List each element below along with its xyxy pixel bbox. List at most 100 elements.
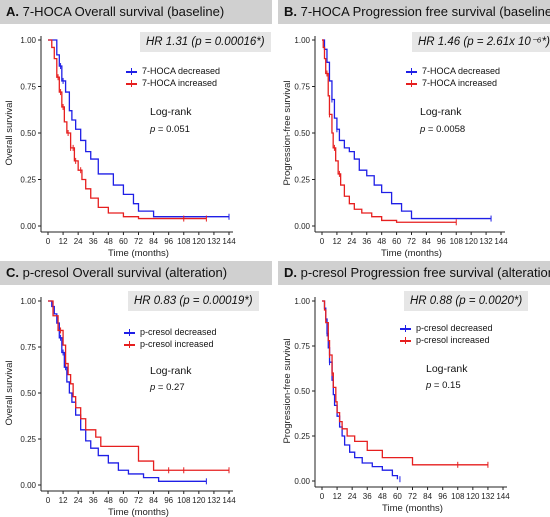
survival-curve-increased (48, 300, 229, 471)
x-tick-label: 120 (192, 237, 206, 246)
x-tick-label: 0 (320, 492, 325, 501)
x-tick-label: 48 (104, 237, 113, 246)
x-tick-label: 96 (164, 237, 173, 246)
x-tick-label: 12 (59, 496, 68, 505)
legend-item: 7-HOCA decreased (126, 66, 220, 78)
x-tick-label: 84 (422, 237, 431, 246)
panel-d-label: D. (284, 265, 297, 280)
x-tick-label: 84 (149, 496, 158, 505)
x-tick-label: 36 (89, 237, 98, 246)
legend-label: p-cresol increased (416, 335, 490, 345)
y-axis-title: Progression-free survival (282, 80, 293, 185)
panel-c-label: C. (6, 265, 19, 280)
legend-swatch-red (126, 80, 137, 87)
x-tick-label: 60 (119, 237, 128, 246)
y-axis-title: Overall survival (4, 361, 15, 426)
y-tick-label: 0.00 (20, 481, 36, 490)
y-tick-label: 0.75 (20, 83, 36, 92)
panel-c-hazard-ratio: HR 0.83 (p = 0.00019*) (128, 291, 259, 311)
x-tick-label: 108 (451, 492, 465, 501)
y-tick-label: 0.25 (294, 432, 310, 441)
y-tick-label: 1.00 (20, 36, 36, 45)
y-tick-label: 1.00 (294, 36, 310, 45)
panel-b-legend: 7-HOCA decreased 7-HOCA increased (406, 66, 500, 90)
legend-label: 7-HOCA increased (142, 78, 218, 88)
x-tick-label: 144 (494, 237, 508, 246)
y-tick-label: 0.50 (294, 387, 310, 396)
x-tick-label: 144 (496, 492, 510, 501)
legend-label: 7-HOCA decreased (422, 66, 501, 76)
panel-a-hazard-ratio: HR 1.31 (p = 0.00016*) (140, 32, 271, 52)
legend-item: p-cresol decreased (124, 327, 217, 339)
legend-item: 7-HOCA increased (406, 78, 500, 90)
x-tick-label: 48 (378, 492, 387, 501)
x-tick-label: 108 (450, 237, 464, 246)
panel-d-title: p-cresol Progression free survival (alte… (300, 265, 550, 280)
panel-a-header: A. 7-HOCA Overall survival (baseline) (0, 0, 272, 24)
panel-d-plot: 0.00 0.25 0.50 0.75 1.00 0 12 24 36 48 60 72 84 96 108… (282, 297, 510, 514)
survival-curve-increased (322, 300, 488, 466)
panel-c-p-value-number: 0.27 (166, 382, 185, 393)
panel-d-header: D. p-cresol Progression free survival (a… (278, 261, 550, 285)
x-tick-label: 120 (464, 237, 478, 246)
y-tick-label: 1.00 (20, 297, 36, 306)
x-tick-label: 36 (362, 237, 371, 246)
x-axis-title: Time (months) (108, 248, 169, 259)
legend-item: p-cresol increased (124, 339, 217, 351)
x-tick-label: 24 (74, 496, 83, 505)
panel-c-logrank-label: Log-rank (150, 365, 192, 377)
legend-label: p-cresol decreased (140, 327, 217, 337)
x-tick-label: 108 (177, 237, 191, 246)
x-tick-label: 132 (207, 237, 221, 246)
x-axis-title: Time (months) (382, 503, 443, 514)
panel-d-logrank-label: Log-rank (426, 363, 468, 375)
panel-d-p-value: p = 0.15 (426, 380, 461, 391)
legend-label: 7-HOCA decreased (142, 66, 221, 76)
x-tick-label: 132 (207, 496, 221, 505)
legend-item: p-cresol increased (400, 335, 493, 347)
x-tick-label: 12 (59, 237, 68, 246)
legend-item: 7-HOCA increased (126, 78, 220, 90)
y-tick-label: 0.00 (294, 222, 310, 231)
y-tick-label: 0.50 (294, 129, 310, 138)
x-tick-label: 12 (332, 237, 341, 246)
x-tick-label: 72 (134, 237, 143, 246)
panel-b-logrank-label: Log-rank (420, 106, 462, 118)
x-tick-label: 60 (392, 237, 401, 246)
legend-swatch-blue (126, 68, 137, 75)
legend-swatch-blue (400, 325, 411, 332)
panel-a-label: A. (6, 4, 19, 19)
panel-a-title: 7-HOCA Overall survival (baseline) (22, 4, 225, 19)
panel-b-plot: 0.00 0.25 0.50 0.75 1.00 0 12 24 36 48 60 72 84 96 108… (282, 36, 508, 259)
panel-b-p-value: p = 0.0058 (420, 124, 466, 135)
panel-b-header: B. 7-HOCA Progression free survival (bas… (278, 0, 550, 24)
x-tick-label: 96 (164, 496, 173, 505)
legend-label: p-cresol decreased (416, 323, 493, 333)
x-tick-label: 108 (177, 496, 191, 505)
x-tick-label: 144 (222, 237, 236, 246)
x-tick-label: 0 (46, 496, 51, 505)
panel-b-p-value-number: 0.0058 (436, 124, 466, 135)
y-tick-label: 0.25 (294, 176, 310, 185)
legend-label: p-cresol increased (140, 339, 214, 349)
y-axis-title: Progression-free survival (282, 338, 293, 443)
panel-c: C. p-cresol Overall survival (alteration… (0, 261, 272, 517)
panel-c-legend: p-cresol decreased p-cresol increased (124, 327, 217, 351)
y-tick-label: 0.75 (20, 343, 36, 352)
y-tick-label: 0.25 (20, 176, 36, 185)
panel-a: A. 7-HOCA Overall survival (baseline) 0.… (0, 0, 272, 259)
legend-swatch-blue (124, 329, 135, 336)
y-tick-label: 0.25 (20, 435, 36, 444)
x-tick-label: 48 (377, 237, 386, 246)
x-tick-label: 132 (481, 492, 495, 501)
x-tick-label: 84 (423, 492, 432, 501)
panel-a-logrank-label: Log-rank (150, 106, 192, 118)
x-tick-label: 96 (437, 237, 446, 246)
survival-curve-decreased (322, 300, 399, 480)
panel-d-hazard-ratio: HR 0.88 (p = 0.0020*) (404, 291, 529, 311)
x-tick-label: 120 (192, 496, 206, 505)
x-tick-label: 132 (479, 237, 493, 246)
y-tick-label: 0.50 (20, 129, 36, 138)
panel-d-legend: p-cresol decreased p-cresol increased (400, 323, 493, 347)
panel-c-p-value: p = 0.27 (150, 382, 185, 393)
